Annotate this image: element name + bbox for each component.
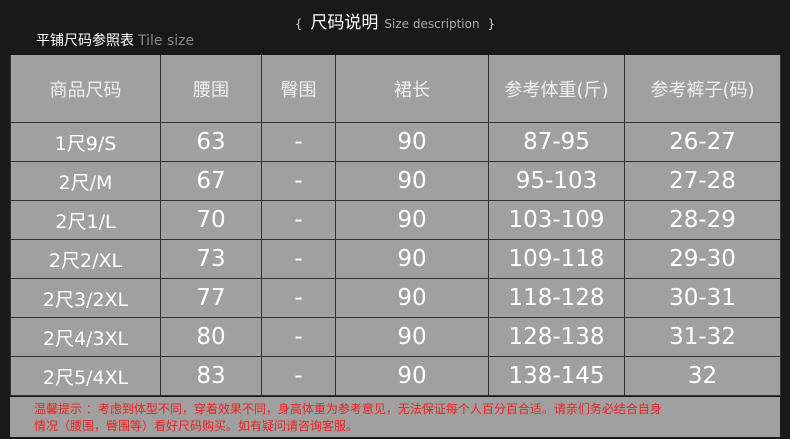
- table-row: 2尺/M 67-90 95-103 27-28: [10, 161, 781, 201]
- subtitle: 平铺尺码参照表 Tile size: [36, 30, 194, 50]
- table-row: 2尺4/3XL 80-90 128-138 31-32: [10, 317, 781, 357]
- column-header: 腰围: [160, 55, 262, 123]
- size-table: 商品尺码 腰围 臀围 裙长 参考体重(斤) 参考裤子(码) 1尺9/S 63-90 87-95…: [10, 55, 781, 396]
- table-cell: -: [261, 239, 336, 279]
- size-note: 温馨提示 ：考虑到体型不同，穿着效果不同，身高体重为参考意见，无法保证每个人百分…: [10, 397, 780, 437]
- table-cell: 73: [160, 239, 262, 279]
- table-cell: 28-29: [624, 200, 781, 240]
- table-cell: -: [261, 122, 336, 162]
- column-header: 臀围: [261, 55, 336, 123]
- table-cell: 138-145: [488, 356, 625, 396]
- table-cell: 2尺2/XL: [10, 239, 161, 279]
- table-cell: 30-31: [624, 278, 781, 318]
- column-header: 商品尺码: [10, 55, 161, 123]
- section-title: {尺码说明 Size description}: [294, 13, 496, 33]
- table-cell: 70: [160, 200, 262, 240]
- table-cell: 27-28: [624, 161, 781, 201]
- table-cell: 90: [335, 278, 489, 318]
- table-cell: 67: [160, 161, 262, 201]
- table-cell: 95-103: [488, 161, 625, 201]
- table-cell: 1尺9/S: [10, 122, 161, 162]
- table-cell: 103-109: [488, 200, 625, 240]
- table-cell: 2尺5/4XL: [10, 356, 161, 396]
- table-cell: 31-32: [624, 317, 781, 357]
- table-cell: 90: [335, 356, 489, 396]
- table-cell: 80: [160, 317, 262, 357]
- table-cell: 128-138: [488, 317, 625, 357]
- subtitle-en: Tile size: [138, 33, 195, 49]
- table-cell: 83: [160, 356, 262, 396]
- table-cell: 2尺4/3XL: [10, 317, 161, 357]
- table-cell: 109-118: [488, 239, 625, 279]
- table-cell: 77: [160, 278, 262, 318]
- table-cell: -: [261, 200, 336, 240]
- table-cell: 87-95: [488, 122, 625, 162]
- title-zh: 尺码说明: [310, 13, 379, 33]
- table-cell: 63: [160, 122, 262, 162]
- table-cell: 90: [335, 317, 489, 357]
- table-cell: 32: [624, 356, 781, 396]
- table-cell: 29-30: [624, 239, 781, 279]
- table-cell: -: [261, 278, 336, 318]
- table-cell: 90: [335, 200, 489, 240]
- table-cell: 2尺1/L: [10, 200, 161, 240]
- table-cell: -: [261, 317, 336, 357]
- table-cell: 118-128: [488, 278, 625, 318]
- table-row: 1尺9/S 63-90 87-95 26-27: [10, 122, 781, 162]
- table-cell: 2尺/M: [10, 161, 161, 201]
- table-cell: 26-27: [624, 122, 781, 162]
- column-header: 参考裤子(码): [624, 55, 781, 123]
- table-row: 2尺3/2XL 77-90 118-128 30-31: [10, 278, 781, 318]
- table-cell: 2尺3/2XL: [10, 278, 161, 318]
- table-header-row: 商品尺码 腰围 臀围 裙长 参考体重(斤) 参考裤子(码): [10, 55, 781, 123]
- column-header: 裙长: [335, 55, 489, 123]
- title-en: Size description: [384, 17, 480, 31]
- subtitle-zh: 平铺尺码参照表: [36, 33, 134, 49]
- table-row: 2尺2/XL 73-90 109-118 29-30: [10, 239, 781, 279]
- table-cell: 90: [335, 122, 489, 162]
- table-row: 2尺5/4XL 83-90 138-145 32: [10, 356, 781, 396]
- table-cell: 90: [335, 239, 489, 279]
- table-row: 2尺1/L 70-90 103-109 28-29: [10, 200, 781, 240]
- table-cell: -: [261, 356, 336, 396]
- column-header: 参考体重(斤): [488, 55, 625, 123]
- table-cell: -: [261, 161, 336, 201]
- table-cell: 90: [335, 161, 489, 201]
